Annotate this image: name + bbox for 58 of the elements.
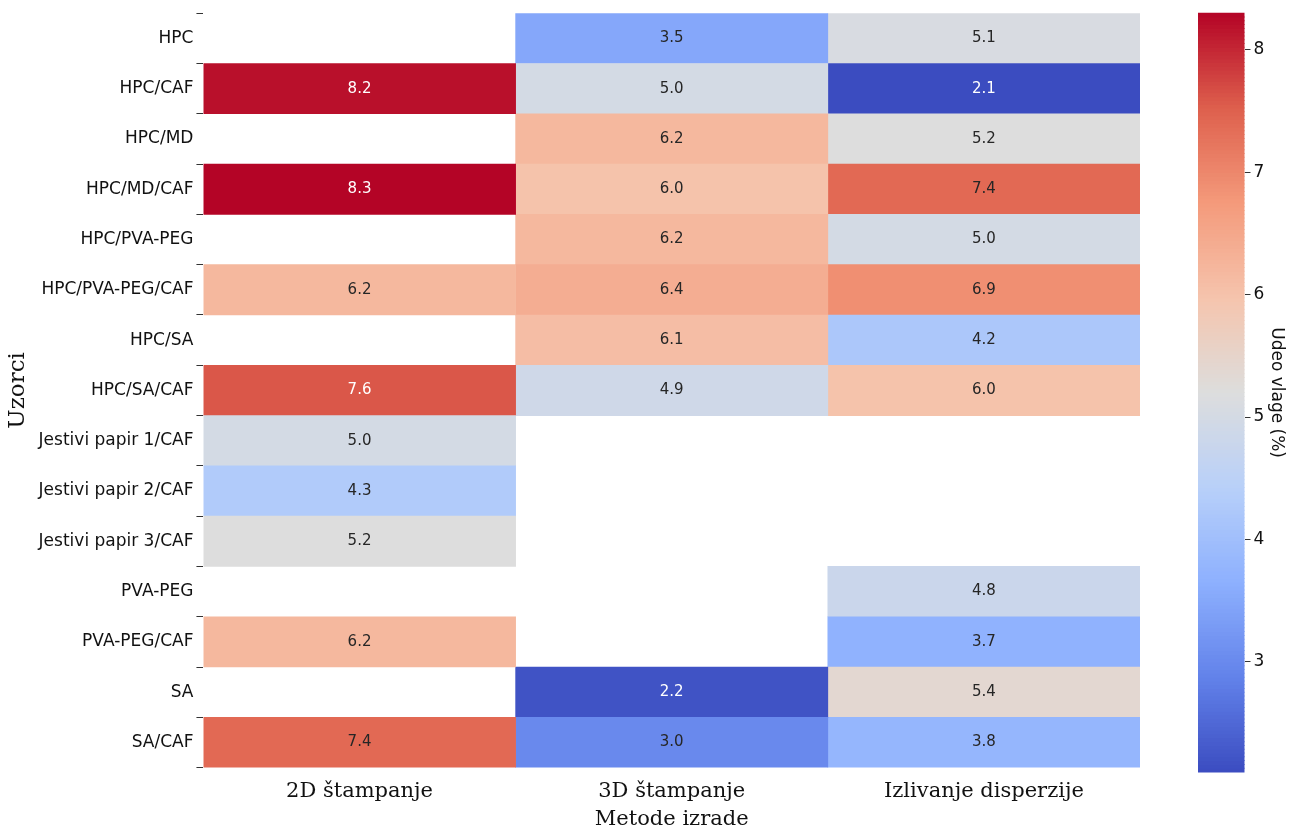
data-label: 4.3	[347, 480, 372, 499]
data-label: 4.9	[659, 380, 684, 399]
y-tick-label: Jestivi papir 3/CAF	[37, 529, 194, 550]
color-bar-label: 8	[1253, 38, 1265, 59]
data-label: 5.0	[971, 229, 996, 248]
y-tick-label: Jestivi papir 2/CAF	[37, 479, 194, 500]
data-label: 8.2	[347, 78, 372, 97]
y-tick-label: HPC/MD/CAF	[86, 177, 194, 198]
data-label: 6.2	[347, 631, 372, 650]
x-tick-label: 3D štampanje	[598, 777, 746, 802]
y-tick-label: HPC/PVA-PEG	[80, 227, 194, 248]
y-tick-label: HPC/CAF	[119, 77, 194, 98]
data-label: 5.2	[347, 531, 372, 550]
data-label: 5.2	[971, 128, 996, 147]
y-tick-label: HPC	[158, 26, 194, 47]
data-label: 8.3	[347, 179, 372, 198]
color-bar-label: 5	[1253, 405, 1265, 426]
y-tick-label: SA	[170, 680, 194, 701]
data-label: 6.0	[971, 380, 996, 399]
y-tick-label: HPC/PVA-PEG/CAF	[41, 278, 194, 299]
color-bar-label: 3	[1253, 650, 1265, 671]
y-tick-label: SA/CAF	[131, 730, 194, 751]
color-bar-title: Udeo vlage (%)	[1268, 327, 1289, 458]
data-label: 3.0	[659, 732, 684, 751]
color-bar-label: 6	[1253, 283, 1265, 304]
data-label: 3.5	[659, 28, 684, 47]
x-axis-title: Metode izrade	[594, 805, 749, 830]
data-label: 2.2	[659, 682, 684, 701]
data-label: 3.8	[971, 732, 996, 751]
data-label: 6.1	[659, 330, 684, 348]
y-tick-label: HPC/SA	[130, 328, 194, 349]
data-label: 7.4	[347, 732, 372, 751]
data-label: 2.1	[971, 78, 996, 97]
data-label: 4.8	[971, 581, 996, 600]
y-tick-label: PVA-PEG	[121, 580, 194, 600]
data-label: 5.4	[971, 682, 996, 701]
y-tick-label: Jestivi papir 1/CAF	[37, 429, 194, 450]
y-tick-label: HPC/MD	[125, 127, 194, 148]
data-label: 5.0	[347, 430, 372, 449]
data-label: 5.0	[659, 78, 684, 97]
x-tick-label: Izlivanje disperzije	[883, 777, 1084, 802]
color-bar-label: 7	[1253, 160, 1265, 181]
data-label: 6.2	[659, 229, 684, 248]
data-label: 4.2	[971, 330, 996, 348]
data-label: 3.7	[971, 631, 996, 650]
y-axis-title: Uzorci	[2, 352, 29, 429]
color-bar-label: 4	[1253, 527, 1265, 548]
data-label: 5.1	[971, 28, 996, 47]
data-label: 6.9	[971, 279, 996, 298]
data-label: 7.4	[971, 179, 996, 198]
data-label: 6.2	[347, 279, 372, 298]
y-tick-label: HPC/SA/CAF	[91, 378, 194, 399]
data-label: 6.2	[659, 128, 684, 147]
y-tick-label: PVA-PEG/CAF	[82, 630, 194, 651]
data-label: 6.0	[659, 179, 684, 198]
data-label: 7.6	[347, 380, 372, 399]
data-label: 6.4	[659, 279, 684, 298]
x-tick-label: 2D štampanje	[286, 777, 434, 802]
